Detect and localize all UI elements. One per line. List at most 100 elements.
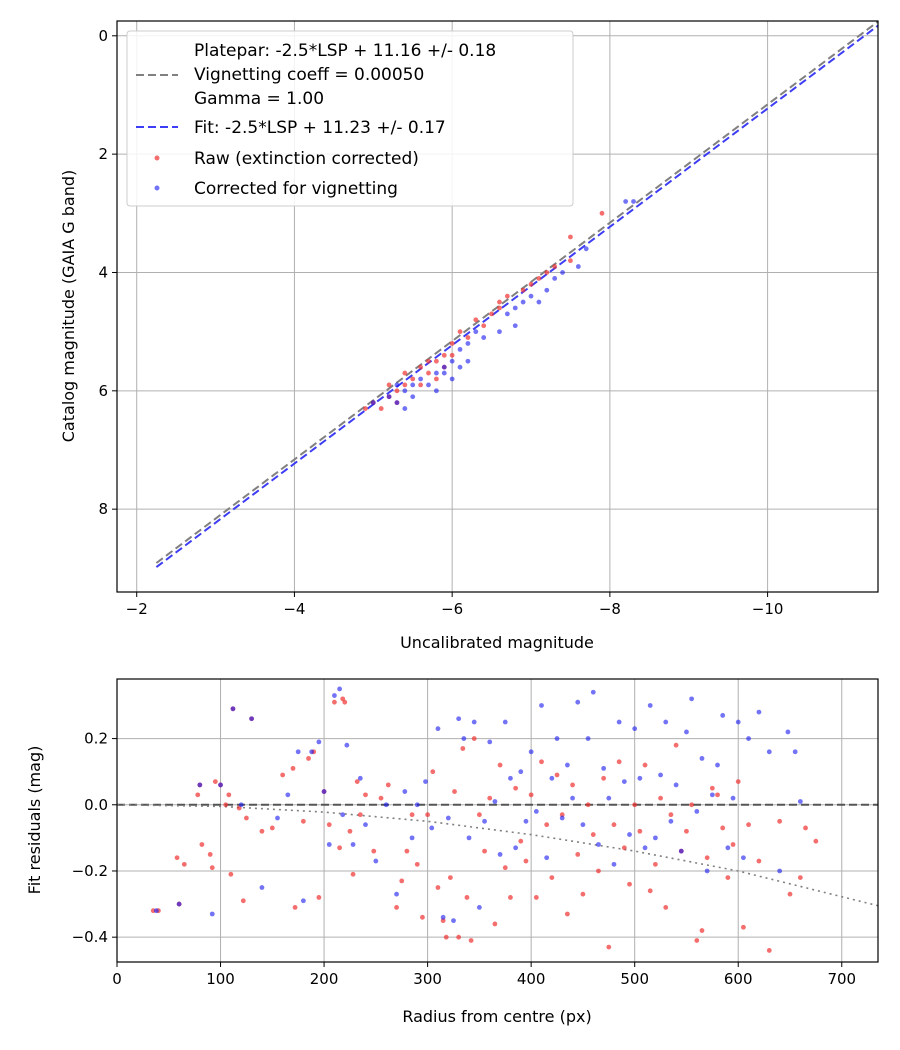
- x-tick-label: −4: [283, 600, 305, 618]
- data-point: [575, 852, 581, 857]
- data-point: [394, 400, 400, 406]
- data-point: [240, 898, 246, 904]
- data-point: [549, 875, 555, 880]
- data-point: [465, 358, 471, 364]
- data-point: [725, 875, 731, 880]
- data-point: [497, 852, 503, 857]
- data-point: [429, 825, 435, 831]
- data-point: [813, 838, 819, 844]
- data-point: [280, 772, 286, 778]
- data-point: [568, 234, 573, 240]
- data-point: [627, 881, 632, 887]
- x-tick-label: −10: [752, 600, 784, 618]
- residuals-axes-frame: [116, 678, 879, 963]
- data-point: [292, 904, 298, 910]
- data-point: [218, 782, 223, 788]
- data-point: [570, 782, 575, 788]
- data-point: [792, 749, 798, 755]
- data-point: [668, 812, 674, 818]
- y-tick-label: 4: [98, 263, 108, 281]
- data-point: [580, 822, 586, 828]
- data-point: [621, 845, 627, 851]
- legend-box: [126, 30, 574, 207]
- data-point: [536, 299, 542, 305]
- data-point: [385, 782, 391, 788]
- data-point: [583, 246, 589, 252]
- data-point: [536, 275, 542, 281]
- legend-corrected-label: Corrected for vignetting: [194, 179, 398, 199]
- data-point: [539, 759, 544, 765]
- data-point: [378, 795, 384, 801]
- data-point: [766, 749, 772, 755]
- data-point: [300, 898, 306, 904]
- data-point: [642, 845, 648, 851]
- data-point: [300, 818, 306, 824]
- data-point: [425, 812, 431, 818]
- x-tick-label: 700: [827, 970, 856, 988]
- data-point: [746, 736, 751, 741]
- data-point: [715, 792, 720, 798]
- data-point: [513, 785, 519, 791]
- x-tick-label: −8: [599, 600, 621, 618]
- data-point: [575, 699, 581, 705]
- calibration-x-axis-label: Uncalibrated magnitude: [400, 633, 594, 652]
- data-point: [195, 792, 201, 798]
- data-point: [373, 858, 379, 864]
- data-point: [418, 376, 424, 382]
- residuals-x-axis-label: Radius from centre (px): [402, 1007, 591, 1026]
- data-point: [554, 772, 560, 778]
- data-point: [363, 406, 368, 411]
- data-point: [497, 762, 503, 768]
- data-point: [512, 323, 518, 329]
- data-point: [601, 775, 607, 781]
- data-point: [585, 802, 591, 808]
- data-point: [441, 364, 447, 370]
- data-point: [402, 382, 408, 388]
- data-point: [673, 742, 679, 748]
- y-tick-label: 0.2: [84, 730, 108, 748]
- data-point: [350, 842, 356, 847]
- data-point: [504, 311, 510, 317]
- data-point: [632, 802, 638, 808]
- data-point: [559, 812, 565, 818]
- data-point: [435, 726, 441, 732]
- data-point: [290, 765, 296, 771]
- data-point: [402, 406, 408, 411]
- data-point: [449, 341, 455, 346]
- data-point: [350, 871, 356, 877]
- data-point: [209, 911, 215, 917]
- legend-raw-label: Raw (extinction corrected): [194, 149, 419, 169]
- legend: Platepar: -2.5*LSP + 11.16 +/- 0.18 Vign…: [126, 30, 574, 207]
- data-point: [803, 825, 808, 831]
- data-point: [699, 928, 705, 933]
- data-point: [658, 795, 663, 801]
- data-point: [596, 868, 601, 874]
- data-point: [275, 815, 280, 821]
- data-point: [539, 703, 544, 708]
- data-point: [440, 914, 446, 920]
- x-tick-label: −2: [126, 600, 148, 618]
- data-point: [689, 802, 695, 808]
- data-point: [730, 842, 736, 847]
- data-point: [295, 749, 301, 755]
- data-point: [528, 281, 534, 287]
- data-point: [637, 775, 643, 781]
- data-point: [492, 799, 498, 804]
- data-point: [457, 346, 463, 352]
- data-point: [627, 832, 632, 837]
- data-point: [735, 779, 741, 785]
- data-point: [410, 376, 416, 382]
- data-point: [492, 921, 498, 927]
- data-point: [715, 762, 720, 768]
- data-point: [709, 785, 715, 791]
- data-point: [174, 855, 180, 861]
- y-tick-label: 6: [98, 382, 108, 400]
- data-point: [464, 895, 470, 900]
- data-point: [457, 329, 463, 335]
- data-point: [473, 317, 479, 323]
- residuals-plot-area: [117, 679, 878, 962]
- data-point: [440, 918, 446, 924]
- residuals-y-axis-label: Fit residuals (mag): [25, 746, 44, 895]
- data-point: [766, 948, 772, 953]
- data-point: [704, 855, 710, 861]
